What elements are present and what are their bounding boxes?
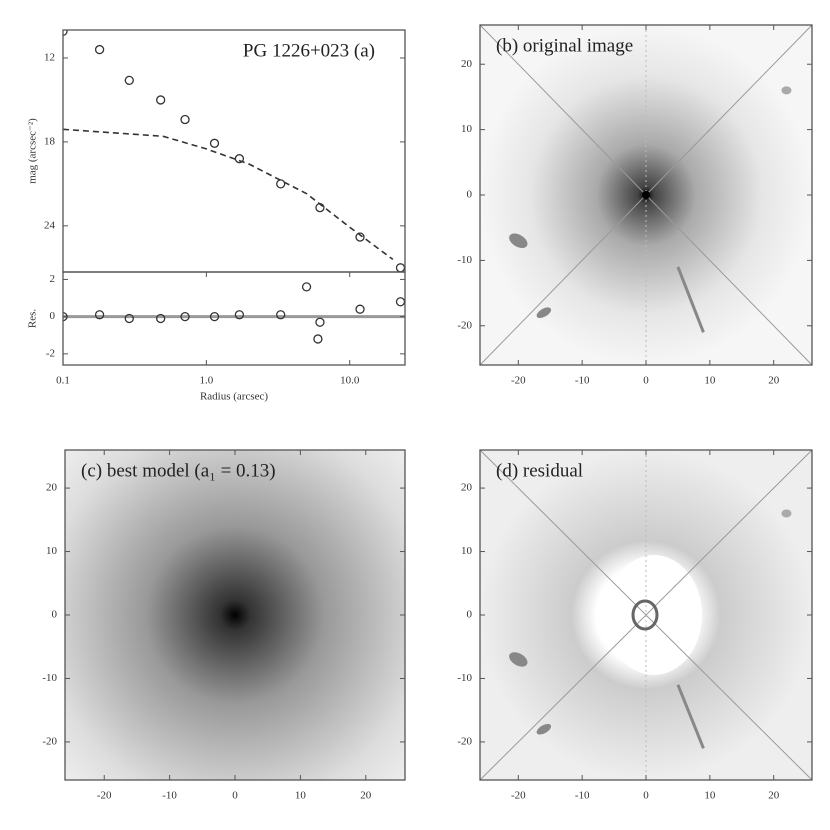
data-point (63, 30, 68, 37)
data-point (209, 311, 220, 322)
plot-area (480, 25, 812, 365)
data-point (301, 282, 312, 292)
galaxy (536, 723, 552, 735)
residual-halo (606, 555, 702, 675)
x-tick-label: 10 (704, 790, 716, 802)
y-tick-label: -10 (457, 254, 472, 266)
data-point (355, 304, 365, 314)
x-tick-label: 0 (643, 375, 649, 387)
y-tick-label: 20 (46, 482, 58, 494)
y-tick-label: 10 (461, 123, 473, 135)
x-tick-label: 20 (360, 790, 372, 802)
x-tick-label: 0 (643, 790, 649, 802)
panel: 12 18 24 PG 1226+023 (a) mag (arcsec⁻²) (27, 29, 406, 273)
streak (676, 684, 705, 749)
y-tick-label: 20 (461, 58, 473, 70)
x-tick-label: 1.0 (199, 375, 213, 387)
x-tick-label: 0 (232, 790, 238, 802)
x-tick-label: -10 (575, 790, 590, 802)
data-point (276, 310, 286, 320)
y-tick-label: -20 (457, 735, 472, 747)
plot-area (65, 450, 405, 780)
data-point (180, 311, 190, 322)
data-point (234, 310, 245, 320)
y-tick-label: 10 (46, 545, 58, 557)
data-point (209, 138, 220, 148)
x-tick-label: 10 (704, 375, 716, 387)
data-point (156, 313, 166, 324)
x-tick-label: -10 (575, 375, 590, 387)
y-tick-label: 12 (44, 52, 55, 64)
panel: -20 -10 0 10 20 -20 -10 0 10 20 (b) original image (457, 24, 813, 387)
x-tick-label: 0.1 (56, 375, 70, 387)
y-tick-label: -20 (42, 735, 57, 747)
y-tick-label: 18 (44, 135, 56, 147)
y-tick-label: 2 (50, 273, 56, 285)
data-point (156, 95, 166, 105)
x-tick-label: -20 (511, 790, 526, 802)
streak (676, 266, 705, 333)
data-point (94, 44, 105, 55)
y-tick-label: -20 (457, 319, 472, 331)
y-tick-label: 0 (467, 609, 473, 621)
data-point (313, 334, 323, 344)
y-tick-label: 0 (50, 310, 56, 322)
y-tick-label: 10 (461, 545, 473, 557)
y-tick-label: 0 (52, 609, 58, 621)
panel: -20 -10 0 10 20 -20 -10 0 10 20 (c) best model (a₁… (42, 449, 406, 802)
data-point (180, 114, 190, 125)
x-tick-label: 20 (768, 375, 780, 387)
data-point (124, 313, 134, 324)
y-tick-label: -2 (46, 347, 55, 359)
galaxy (781, 86, 792, 95)
frame (62, 29, 406, 273)
data-point (94, 310, 105, 320)
y-tick-label: 20 (461, 482, 473, 494)
panel: -2 0 2 0.1 1.0 10.0 Radius (arcsec) Res. (27, 271, 406, 403)
galaxy (536, 307, 552, 318)
core-ring (631, 599, 659, 631)
model-line (63, 128, 394, 261)
data-point (276, 179, 286, 189)
data-point (124, 75, 134, 86)
x-tick-label: -10 (162, 790, 177, 802)
x-tick-label: -20 (511, 375, 526, 387)
x-tick-label: 10.0 (340, 375, 360, 387)
panel: -20 -10 0 10 20 -20 -10 0 10 20 (d) residual (457, 449, 813, 802)
y-axis-label: Res. (27, 309, 39, 329)
x-axis-label: Radius (arcsec) (200, 391, 268, 403)
data-point (395, 263, 405, 272)
y-tick-label: 24 (44, 219, 56, 231)
x-tick-label: 10 (295, 790, 307, 802)
galaxy (781, 509, 792, 518)
data-point (355, 232, 365, 242)
model-image (65, 450, 405, 780)
data-point (315, 317, 325, 327)
frame (62, 271, 406, 366)
core (642, 191, 650, 199)
galaxy (509, 233, 528, 248)
y-tick-label: -10 (457, 672, 472, 684)
y-tick-label: -10 (42, 672, 57, 684)
y-tick-label: 0 (467, 189, 473, 201)
plot-area (63, 30, 405, 272)
x-tick-label: 20 (768, 790, 780, 802)
panel-title: (b) original image (496, 35, 633, 56)
data-point (234, 154, 245, 164)
panel-title: (d) residual (496, 460, 583, 481)
galaxy (509, 652, 528, 667)
plot-area (480, 450, 812, 780)
panel-title: PG 1226+023 (a) (243, 40, 375, 61)
y-axis-label: mag (arcsec⁻²) (27, 118, 39, 184)
plot-area (63, 282, 405, 344)
x-tick-label: -20 (97, 790, 112, 802)
panel-title: (c) best model (a₁ = 0.13) (81, 460, 276, 481)
data-point (395, 297, 405, 307)
